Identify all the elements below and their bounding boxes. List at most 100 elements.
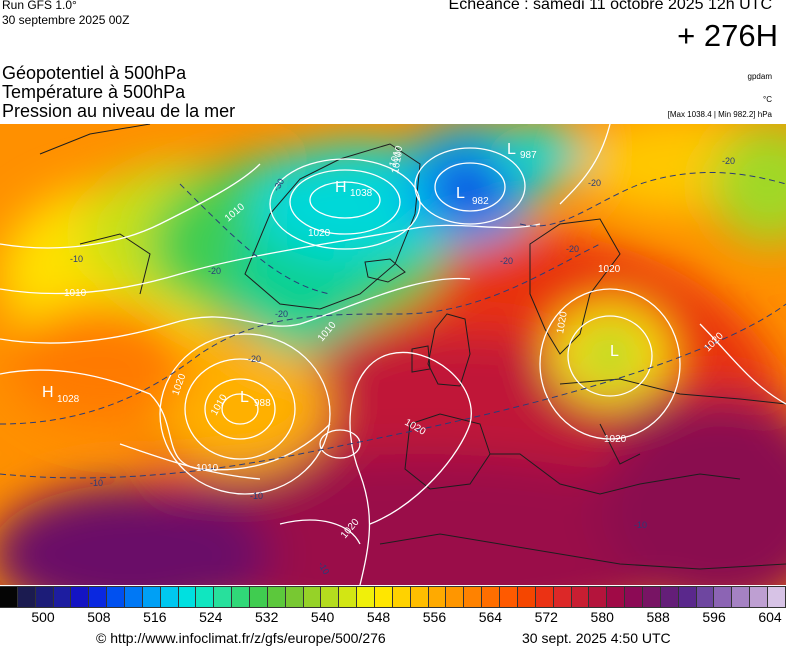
svg-text:L: L <box>240 389 249 406</box>
scale-swatch <box>678 587 697 607</box>
isotherm-label: -20 <box>208 266 221 276</box>
scale-swatch <box>767 587 786 607</box>
scale-swatch <box>392 587 411 607</box>
svg-text:987: 987 <box>520 150 537 161</box>
scale-swatch <box>214 587 233 607</box>
scale-swatch <box>696 587 715 607</box>
scale-swatch <box>89 587 108 607</box>
low-pressure-center: L 987 <box>507 141 537 161</box>
pressure-minmax: [Max 1038.4 | Min 982.2] hPa <box>667 110 772 119</box>
geopotential-field <box>0 124 786 585</box>
scale-swatch <box>321 587 340 607</box>
low-pressure-center: L <box>610 343 619 360</box>
scale-swatch <box>750 587 768 607</box>
scale-swatch <box>410 587 429 607</box>
scale-swatch <box>500 587 518 607</box>
isobar-label: 1020 <box>598 264 621 275</box>
svg-text:1038: 1038 <box>350 188 373 199</box>
scale-swatch <box>35 587 54 607</box>
color-scale <box>0 586 786 608</box>
scale-swatch <box>464 587 483 607</box>
scale-swatch <box>482 587 501 607</box>
isobar-label: 1020 <box>555 310 570 334</box>
isotherm-label: -10 <box>634 520 647 530</box>
scale-tick-label: 548 <box>366 609 391 625</box>
isobar-label: 1020 <box>604 434 627 445</box>
scale-tick-label: 564 <box>478 609 503 625</box>
scale-swatch <box>660 587 679 607</box>
scale-tick-label: 532 <box>255 609 279 625</box>
scale-swatch <box>17 587 36 607</box>
model-run: Run GFS 1.0° <box>2 0 77 12</box>
scale-tick-label: 580 <box>590 609 614 625</box>
isobar-label: 1010 <box>64 288 87 299</box>
svg-text:L: L <box>610 343 619 360</box>
scale-tick-label: 524 <box>199 609 223 625</box>
scale-swatch <box>178 587 197 607</box>
scale-tick-label: 500 <box>31 609 55 625</box>
unit-label: °C <box>763 95 772 104</box>
isotherm-label: -20 <box>500 256 513 266</box>
isobar-label: 1010 <box>390 150 405 174</box>
scale-swatch <box>53 587 72 607</box>
isotherm-label: -10 <box>90 478 103 488</box>
scale-tick-label: 556 <box>422 609 447 625</box>
svg-text:L: L <box>456 185 465 202</box>
isotherm-label: -10 <box>70 254 83 264</box>
scale-swatch <box>142 587 161 607</box>
isotherm-label: -20 <box>722 156 735 166</box>
coastlines <box>39 124 786 570</box>
scale-tick-label: 604 <box>758 609 782 625</box>
scale-swatch <box>107 587 126 607</box>
scale-swatch <box>303 587 322 607</box>
weather-map: 1010 1010 1010 1020 1010 1010 1010 1020 … <box>0 124 786 585</box>
source-url: © http://www.infoclimat.fr/z/gfs/europe/… <box>96 630 386 646</box>
isobar-label: 1010 <box>196 463 219 474</box>
scale-swatch <box>625 587 643 607</box>
scale-swatch <box>517 587 536 607</box>
site-tag: gpdam <box>747 72 772 81</box>
isotherm-label: -20 <box>588 178 601 188</box>
scale-swatch <box>446 587 465 607</box>
field-temperature: Température à 500hPa <box>2 82 186 102</box>
isotherm-label: -20 <box>566 244 579 254</box>
scale-tick-label: 588 <box>646 609 670 625</box>
scale-swatch <box>375 587 393 607</box>
scale-swatch <box>267 587 286 607</box>
scale-tick-label: 508 <box>87 609 111 625</box>
scale-tick-label: 516 <box>143 609 167 625</box>
high-pressure-center: H 1038 <box>335 179 373 199</box>
isotherm-label: -20 <box>275 309 288 319</box>
isotherm-label: -20 <box>248 354 261 364</box>
scale-swatch <box>607 587 626 607</box>
field-geopotential: Géopotentiel à 500hPa <box>2 63 187 83</box>
isobars <box>0 124 786 585</box>
scale-swatch <box>428 587 447 607</box>
svg-text:H: H <box>335 179 347 196</box>
high-pressure-center: H 1028 <box>42 384 80 405</box>
scale-swatch <box>125 587 143 607</box>
issued-time: 30 sept. 2025 4:50 UTC <box>522 630 671 646</box>
scale-tick-label: 572 <box>534 609 558 625</box>
scale-swatch <box>535 587 554 607</box>
scale-swatch <box>250 587 268 607</box>
scale-tick-label: 540 <box>310 609 335 625</box>
scale-swatch <box>339 587 358 607</box>
scale-swatch <box>71 587 90 607</box>
scale-swatch <box>0 587 18 607</box>
low-pressure-center: L 988 <box>240 389 271 409</box>
svg-text:982: 982 <box>472 196 489 207</box>
scale-swatch <box>571 587 590 607</box>
svg-text:1028: 1028 <box>57 394 80 405</box>
scale-swatch <box>357 587 376 607</box>
scale-swatch <box>285 587 304 607</box>
valid-time: Echéance : samedi 11 octobre 2025 12h UT… <box>448 0 772 13</box>
pressure-centers: H 1038 L 982 L 987 L 988 H 1028 L <box>42 141 619 409</box>
field-pressure: Pression au niveau de la mer <box>2 101 236 121</box>
run-date: 30 septembre 2025 00Z <box>2 13 130 27</box>
scale-swatch <box>196 587 215 607</box>
svg-text:L: L <box>507 141 516 158</box>
scale-swatch <box>232 587 251 607</box>
scale-swatch <box>642 587 661 607</box>
scale-swatch <box>553 587 572 607</box>
